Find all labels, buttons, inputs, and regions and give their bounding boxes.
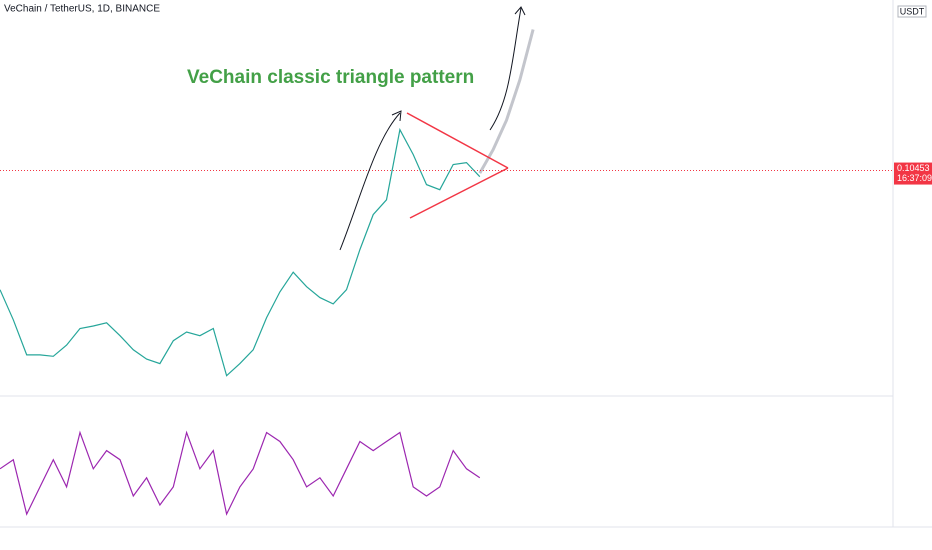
chart-title: VeChain / TetherUS, 1D, BINANCE: [4, 4, 160, 15]
triangle: [406, 112, 509, 219]
series-line: [0, 127, 481, 377]
currency-box: [897, 5, 927, 18]
currency: USDT: [900, 6, 925, 16]
annotation: VeChain classic triangle pattern: [187, 67, 474, 88]
countdown: 16:37:09: [897, 173, 932, 183]
series-line: [0, 430, 481, 516]
last-price-box: [894, 162, 932, 185]
last-price-label: 0.10453: [897, 163, 930, 173]
arrows: [339, 6, 526, 251]
